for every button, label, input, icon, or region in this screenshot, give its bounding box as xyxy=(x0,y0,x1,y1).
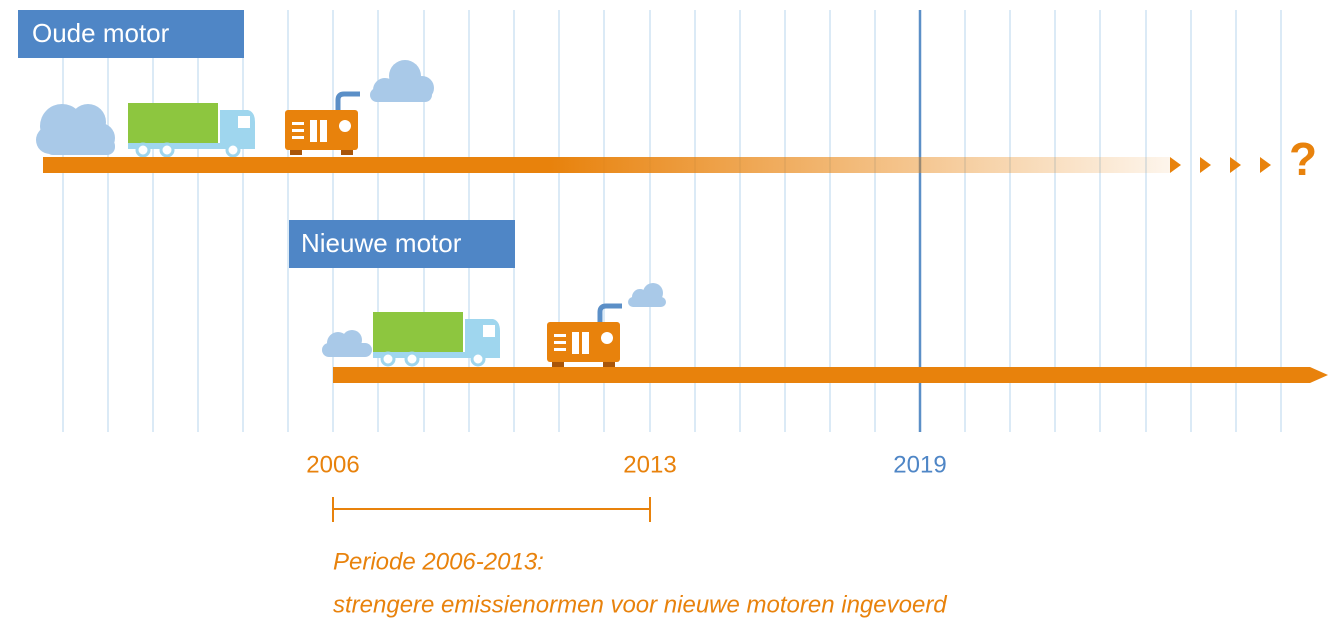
period-description: strengere emissienormen voor nieuwe moto… xyxy=(333,591,947,618)
old-engine-timeline xyxy=(43,157,1170,173)
label-box xyxy=(18,10,244,58)
year-label: 2013 xyxy=(623,451,676,478)
new-engine-label: Nieuwe motor xyxy=(301,228,462,258)
grid xyxy=(62,10,1282,432)
year-label: 2019 xyxy=(893,451,946,478)
year-label: 2006 xyxy=(306,451,359,478)
period-bracket xyxy=(332,497,651,522)
new-vehicles xyxy=(322,283,666,367)
period-title: Periode 2006-2013: xyxy=(333,548,544,575)
old-engine-label: Oude motor xyxy=(32,18,170,48)
old-vehicles xyxy=(36,60,434,158)
arrows xyxy=(1170,157,1271,173)
question-mark: ? xyxy=(1289,133,1317,185)
new-engine-timeline xyxy=(333,367,1328,383)
label-box xyxy=(289,220,515,268)
